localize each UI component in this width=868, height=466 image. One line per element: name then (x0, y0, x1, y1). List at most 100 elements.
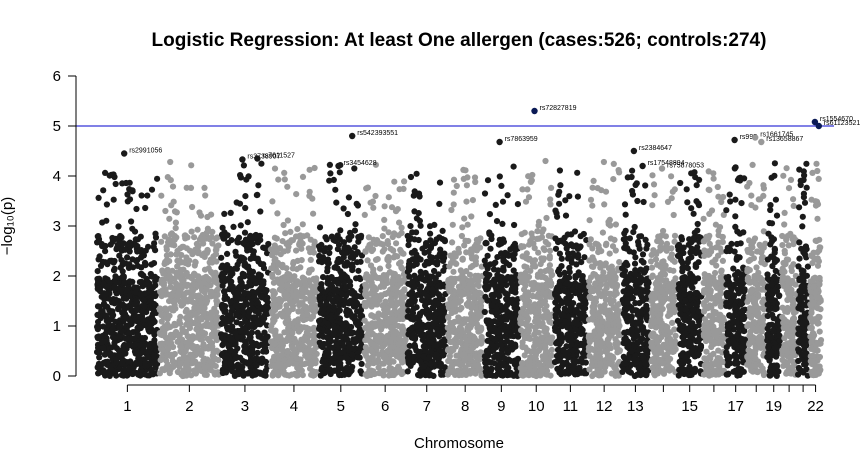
snp-point (427, 230, 434, 237)
y-axis-label: −log₁₀(p) (0, 197, 16, 255)
snp-point (491, 276, 498, 283)
snp-point (379, 233, 386, 240)
snp-point (322, 234, 329, 241)
snp-point (527, 178, 535, 185)
snp-point (535, 285, 542, 293)
snp-point (448, 345, 455, 352)
snp-point (335, 280, 342, 287)
snp-point (270, 356, 277, 363)
snp-point (183, 289, 190, 296)
snp-point (102, 312, 109, 319)
snp-point (450, 268, 457, 275)
snp-point (284, 247, 291, 254)
snp-point (239, 334, 246, 341)
snp-point (437, 309, 444, 317)
snp-point (392, 208, 400, 215)
snp-point (163, 257, 170, 264)
snp-point (296, 281, 303, 288)
snp-point (393, 353, 400, 360)
snp-point (293, 355, 300, 362)
snp-point (285, 316, 292, 324)
snp-point (200, 310, 207, 317)
snp-point (570, 300, 577, 307)
snp-point (112, 180, 119, 188)
snp-point (313, 275, 320, 282)
snp-point (254, 299, 262, 306)
snp-point (244, 219, 251, 226)
snp-point (469, 302, 476, 309)
snp-point (338, 290, 345, 297)
snp-point (538, 234, 546, 241)
snp-point (382, 353, 389, 360)
snp-point (162, 305, 169, 312)
snp-point (441, 237, 448, 244)
snp-point (152, 358, 159, 366)
snp-point (352, 299, 360, 306)
snp-point (211, 278, 218, 285)
snp-point (219, 305, 226, 312)
snp-point (577, 233, 584, 240)
snp-point (152, 234, 160, 241)
snp-point (450, 299, 457, 306)
snp-point (148, 186, 156, 193)
snp-point (159, 340, 166, 347)
snp-point (203, 286, 210, 293)
snp-point (468, 213, 475, 220)
snp-point (362, 248, 369, 255)
snp-point (457, 297, 464, 304)
snp-point (486, 324, 493, 331)
snp-point (398, 229, 405, 237)
snp-point (514, 201, 522, 208)
snp-point (430, 372, 437, 379)
snp-point (268, 322, 275, 330)
snp-point (177, 360, 184, 367)
snp-point (169, 358, 176, 365)
snp-point (413, 170, 420, 177)
snp-point (417, 268, 424, 275)
snp-point (132, 289, 139, 296)
snp-point (557, 354, 564, 361)
snp-point (289, 305, 296, 313)
snp-point (415, 236, 422, 244)
snp-point (399, 265, 406, 272)
snp-point (219, 282, 226, 289)
snp-point (316, 224, 324, 231)
snp-point (124, 254, 131, 261)
snp-point (343, 355, 350, 362)
snp-point (251, 254, 258, 262)
snp-point (218, 331, 225, 338)
snp-point (214, 234, 221, 241)
snp-point (115, 305, 122, 312)
snp-point (142, 204, 149, 212)
snp-point (546, 255, 553, 262)
snp-point (140, 316, 147, 323)
snp-point (208, 290, 216, 297)
snp-point (460, 274, 467, 281)
snp-point (242, 341, 249, 348)
snp-point (455, 283, 462, 290)
snp-point (475, 366, 482, 374)
snp-point (193, 349, 200, 356)
snp-point (234, 334, 241, 341)
snp-point (322, 361, 329, 368)
snp-point (521, 263, 528, 270)
snp-point (507, 357, 515, 364)
snp-point (466, 271, 474, 278)
snp-point (204, 228, 212, 235)
snp-point (317, 372, 324, 379)
snp-point (405, 242, 412, 249)
snp-point (219, 262, 226, 269)
snp-point (94, 326, 101, 333)
snp-point (250, 248, 257, 255)
snp-point (224, 232, 231, 239)
snp-point (363, 293, 370, 300)
snp-point (214, 292, 221, 299)
snp-point (179, 243, 186, 250)
snp-point (246, 335, 253, 342)
snp-point (474, 309, 481, 316)
snp-point (255, 182, 262, 189)
chart-title: Logistic Regression: At least One allerg… (152, 30, 767, 51)
snp-point (201, 364, 209, 371)
snp-point (253, 340, 260, 347)
snp-point (262, 369, 269, 376)
